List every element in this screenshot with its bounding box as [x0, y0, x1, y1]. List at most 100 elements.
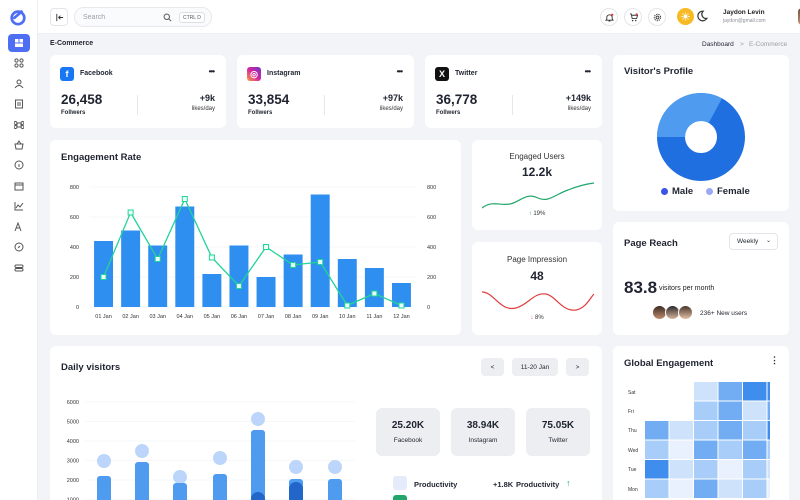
line-point [154, 256, 161, 262]
heatmap-cell [718, 382, 742, 401]
heatmap-cell [718, 460, 742, 479]
heatmap-cell [694, 479, 718, 498]
engagement-chart: 0 0 200 200 400 400 600 600 800 800 01 Jan 02 Jan 03… [70, 185, 436, 320]
visitor-bar-light [251, 412, 265, 426]
heatmap-day-label: Mon [628, 487, 638, 493]
daily-visitors-chart: 6000 5000 4000 3000 2000 1000 [67, 400, 355, 500]
line-point [127, 209, 134, 216]
social-unit: likes/day [567, 106, 591, 112]
date-range-label[interactable]: 11-20 Jan [512, 358, 558, 376]
productivity-delta: +1.8K [493, 480, 514, 489]
user-icon [14, 79, 24, 89]
document-icon [15, 99, 23, 109]
new-users-label: 236+ New users [700, 310, 748, 317]
more-options-icon[interactable]: ••• [208, 67, 215, 76]
sidebar-item-calendar[interactable] [8, 177, 30, 195]
facebook-stat: 25.20K Facebook [376, 408, 440, 456]
search-input[interactable] [83, 11, 153, 24]
visitor-bar [97, 476, 111, 500]
social-name: Instagram [267, 70, 301, 77]
heatmap-day-label: Fri [628, 409, 634, 415]
heatmap-cell [743, 460, 767, 479]
cart-button[interactable] [624, 8, 642, 26]
toggle-icon [14, 264, 24, 272]
card-title: Visitor's Profile [624, 66, 694, 77]
instagram-stat: 38.94K Instagram [451, 408, 515, 456]
sidebar-item-shop[interactable] [8, 136, 30, 154]
reach-caption: visitors per month [659, 285, 715, 292]
bar [364, 268, 384, 307]
card-title: Page Reach [624, 238, 678, 249]
more-options-icon[interactable]: ⋮ [770, 355, 779, 365]
heatmap-cell [669, 460, 693, 479]
bar [283, 254, 303, 307]
social-unit: likes/day [379, 106, 403, 112]
prev-range-button[interactable]: < [481, 358, 504, 376]
app-logo-icon[interactable] [9, 8, 27, 26]
sidebar-item-documents[interactable] [8, 95, 30, 113]
x-tick-label: 12 Jan [393, 314, 410, 320]
line-point [290, 262, 297, 268]
visitor-bar-light [135, 444, 149, 458]
social-count: 33,854 [248, 92, 290, 107]
bar [391, 283, 411, 307]
page-title: E-Commerce [50, 40, 94, 47]
divider [324, 95, 325, 115]
sidebar-item-explore[interactable] [8, 238, 30, 256]
sidebar-item-apps[interactable] [8, 54, 30, 72]
sidebar-item-translate[interactable] [8, 218, 30, 236]
facebook-card: f Facebook ••• 26,458 Follwers +9k likes… [50, 55, 226, 128]
engaged-users-card: Engaged Users 12.2k ↑ 19% [472, 140, 602, 230]
more-options-icon[interactable]: ••• [584, 67, 591, 76]
heatmap-cell [718, 421, 742, 440]
card-title: Daily visitors [61, 362, 121, 373]
more-options-icon[interactable]: ••• [396, 67, 403, 76]
notification-button[interactable] [600, 8, 618, 26]
line-series [102, 197, 402, 307]
sidebar-item-info[interactable] [8, 156, 30, 174]
sidebar-item-users[interactable] [8, 75, 30, 93]
dark-mode-icon[interactable] [696, 10, 708, 22]
sidebar-item-toggle[interactable] [8, 259, 30, 277]
x-tick-label: 07 Jan [258, 314, 275, 320]
sidebar-item-command[interactable] [8, 116, 30, 134]
settings-button[interactable] [648, 8, 666, 26]
heatmap-cell [645, 479, 669, 498]
period-dropdown[interactable]: Weekly ⌄ [729, 233, 778, 250]
compass-icon [14, 242, 24, 252]
search-icon[interactable] [163, 13, 172, 22]
engaged-users-change: ↑ 19% [528, 211, 546, 217]
line-point [263, 244, 270, 250]
line-point [398, 302, 405, 309]
twitter-stat: 75.05K Twitter [526, 408, 590, 456]
y-tick-label: 2000 [67, 478, 79, 484]
visitor-bar [328, 479, 342, 500]
legend-male-dot [661, 188, 668, 195]
bar [148, 245, 168, 307]
divider [137, 95, 138, 115]
sidebar-item-dashboard[interactable] [8, 34, 30, 52]
sidebar-item-charts[interactable] [8, 197, 30, 215]
visitors-profile-card: Visitor's Profile Male Female [613, 55, 789, 211]
page-impression-sparkline [482, 291, 594, 311]
user-email: jaydon@gmail.com [723, 18, 766, 24]
social-label: Follwers [436, 110, 461, 116]
engaged-users-value: 12.2k [521, 165, 553, 179]
apps-icon [14, 58, 24, 68]
productivity-label: Productivity [414, 480, 458, 489]
breadcrumb-dashboard[interactable]: Dashboard [702, 41, 734, 48]
stat-label: Twitter [548, 437, 568, 444]
x-tick-label: 06 Jan [231, 314, 248, 320]
y-tick-label: 5000 [67, 420, 79, 426]
user-avatar[interactable] [798, 8, 800, 25]
line-point [208, 254, 215, 261]
bar [337, 259, 357, 307]
next-range-button[interactable]: > [566, 358, 589, 376]
light-mode-button[interactable] [677, 8, 694, 25]
bar [175, 206, 195, 307]
y2-tick-label: 200 [427, 275, 436, 281]
line-point [344, 302, 351, 309]
visitor-bar [213, 474, 227, 500]
avatar [678, 305, 693, 320]
collapse-sidebar-button[interactable] [50, 8, 68, 26]
